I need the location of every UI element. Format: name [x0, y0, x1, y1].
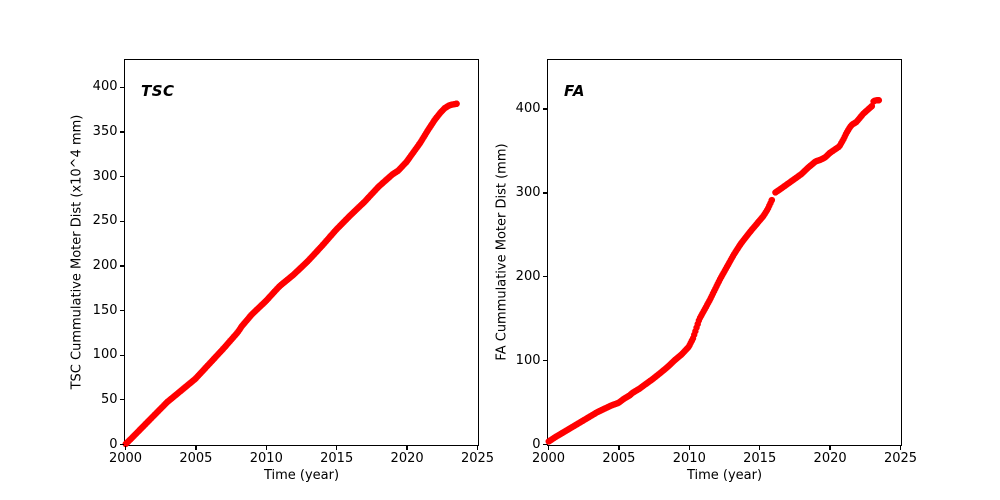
plot-tsc-data-points — [122, 100, 460, 448]
y-tick-label: 300 — [515, 185, 541, 201]
x-tick-label: 2005 — [179, 451, 213, 466]
plot-tsc-xlabel: Time (year) — [263, 468, 340, 483]
y-tick-mark — [542, 360, 547, 362]
y-tick-mark — [542, 108, 547, 110]
x-tick-mark — [759, 445, 761, 450]
y-tick-label: 100 — [515, 352, 541, 368]
y-tick-mark — [119, 175, 124, 178]
y-tick-mark — [119, 399, 124, 401]
y-tick-label: 350 — [92, 124, 118, 140]
x-tick-label: 2015 — [320, 451, 354, 466]
y-tick-label: 250 — [92, 213, 118, 229]
y-tick-mark — [119, 131, 124, 133]
y-tick-mark — [119, 265, 124, 267]
plot-tsc-title: TSC — [141, 82, 175, 100]
plot-tsc-frame: TSC — [122, 59, 479, 448]
x-tick-mark — [899, 445, 902, 450]
plot-fa-xlabel: Time (year) — [686, 468, 763, 483]
data-point — [875, 97, 883, 104]
data-point — [768, 196, 776, 204]
y-tick-mark — [542, 443, 547, 446]
y-tick-mark — [119, 309, 124, 312]
x-tick-label: 2010 — [672, 451, 706, 466]
y-tick-mark — [542, 276, 547, 278]
x-tick-mark — [336, 445, 338, 450]
y-tick-label: 200 — [515, 269, 541, 285]
y-tick-mark — [542, 192, 547, 194]
x-tick-mark — [476, 445, 479, 450]
x-tick-label: 2025 — [883, 451, 918, 466]
x-tick-mark — [547, 445, 550, 450]
y-tick-label: 0 — [109, 436, 118, 452]
y-tick-label: 300 — [92, 168, 118, 184]
plot-fa-data-points — [545, 97, 883, 445]
x-tick-label: 2015 — [743, 451, 777, 466]
y-tick-label: 0 — [532, 436, 541, 452]
y-tick-label: 100 — [92, 347, 118, 363]
x-tick-mark — [829, 445, 831, 450]
x-tick-mark — [265, 445, 267, 450]
x-tick-label: 2025 — [460, 451, 495, 466]
y-tick-mark — [119, 354, 124, 356]
x-tick-label: 2000 — [108, 451, 143, 466]
y-tick-label: 400 — [515, 101, 541, 117]
data-point — [453, 100, 460, 107]
y-tick-mark — [119, 86, 124, 88]
x-tick-mark — [124, 445, 127, 450]
x-tick-label: 2005 — [602, 451, 636, 466]
plot-fa-ylabel: FA Cummulative Moter Dist (mm) — [494, 143, 510, 361]
y-tick-label: 200 — [92, 258, 118, 274]
x-tick-label: 2020 — [813, 451, 847, 466]
x-tick-mark — [406, 445, 408, 450]
plot-fa-frame: FA — [545, 59, 902, 446]
x-tick-mark — [688, 445, 690, 450]
x-tick-label: 2020 — [390, 451, 424, 466]
y-tick-label: 400 — [92, 79, 118, 95]
y-tick-label: 50 — [100, 392, 118, 408]
x-tick-mark — [195, 445, 197, 450]
y-tick-mark — [119, 220, 124, 222]
plot-fa-title: FA — [564, 82, 585, 100]
x-tick-label: 2000 — [531, 451, 566, 466]
x-tick-mark — [618, 445, 620, 450]
y-tick-label: 150 — [92, 302, 118, 318]
y-tick-mark — [119, 443, 124, 446]
x-tick-label: 2010 — [249, 451, 283, 466]
